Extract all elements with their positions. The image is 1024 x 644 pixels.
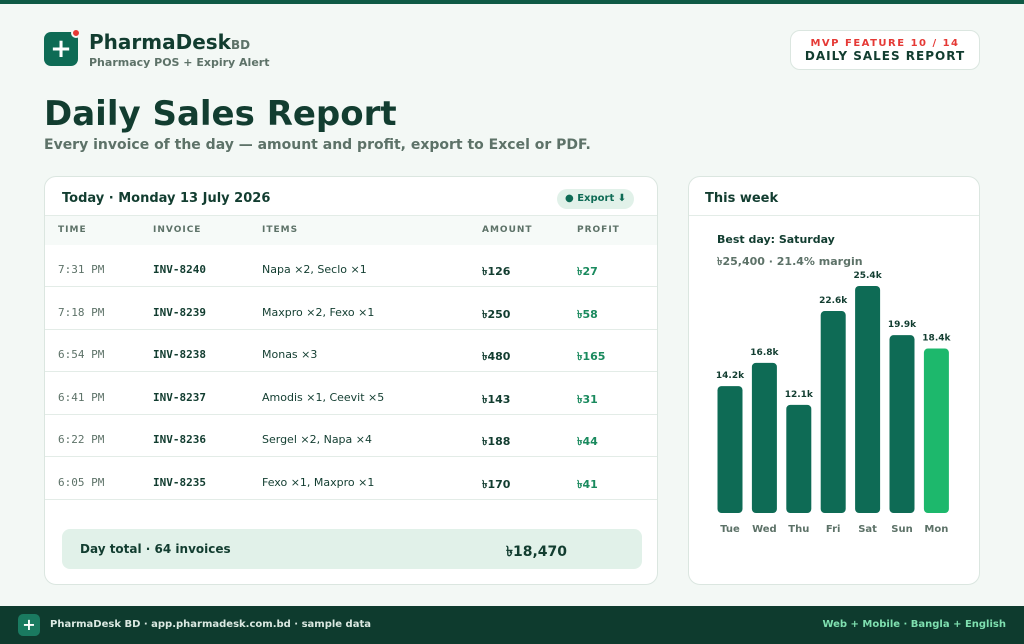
x-tick-label: Thu [788,524,809,535]
column-header: PROFIT [577,225,620,235]
page-subtitle: Every invoice of the day — amount and pr… [44,137,591,153]
time: 6:54 PM [58,348,105,361]
best-day: Best day: Saturday [717,233,835,246]
footer-right: Web + Mobile · Bangla + English [822,619,1006,630]
invoice: INV-8237 [153,390,206,404]
invoice: INV-8239 [153,305,206,319]
bar [889,335,915,513]
bar [855,286,881,513]
sales-heading: Today · Monday 13 July 2026 [62,191,271,206]
row-divider [45,456,657,457]
x-tick-label: Fri [826,524,841,535]
items: Amodis ×1, Ceevit ×5 [262,390,385,404]
bar [786,404,812,513]
time: 6:41 PM [58,390,105,404]
amount: ৳170 [482,477,511,491]
invoice: INV-8240 [153,263,206,276]
badge-kicker: MVP FEATURE 10 / 14 [810,38,960,49]
brand-name: PharmaDesk [89,30,231,54]
invoice: INV-8235 [153,475,206,489]
time: 7:31 PM [58,263,105,276]
total-bar: Day total · 64 invoices ৳18,470 [62,529,642,569]
badge: MVP FEATURE 10 / 14 DAILY SALES REPORT [790,30,980,70]
sales-card: Today · Monday 13 July 2026 ● Export ⬇ D… [44,176,658,585]
row-divider [45,371,657,372]
column-header: AMOUNT [482,225,533,235]
badge-title: DAILY SALES REPORT [804,49,966,63]
export-button[interactable]: ● Export ⬇ [557,189,635,209]
invoice: INV-8238 [153,348,206,361]
amount: ৳480 [482,350,511,363]
amount: ৳126 [482,265,511,278]
items: Sergel ×2, Napa ×4 [262,433,372,446]
footer: + PharmaDesk BD · app.pharmadesk.com.bd … [0,606,1024,644]
total-label: Day total · 64 invoices [80,542,231,556]
time: 7:18 PM [58,305,105,319]
bar [751,362,777,513]
invoice: INV-8236 [153,433,206,446]
logo-dot [71,28,81,38]
row-divider [45,328,657,330]
footer-left: PharmaDesk BD · app.pharmadesk.com.bd · … [50,619,371,630]
best-detail: ৳25,400 · 21.4% margin [717,255,863,268]
logo: + [44,32,78,66]
row-divider [45,413,657,415]
footer-logo: + [18,614,40,636]
week-card: This week Best day: Saturday ৳25,400 · 2… [688,176,980,585]
bar-value-label: 19.9k [888,320,917,330]
row-divider [45,286,657,287]
profit: ৳165 [577,350,606,363]
bar-value-label: 12.1k [785,390,814,400]
week-heading: This week [705,191,779,206]
amount: ৳188 [482,435,511,448]
bar-value-label: 18.4k [922,334,951,344]
bar [717,386,743,513]
table-header [45,215,657,245]
bar [820,311,846,513]
bar-value-label: 22.6k [819,296,848,306]
brand-suffix: BD [230,38,251,52]
items: Fexo ×1, Maxpro ×1 [262,475,375,489]
column-header: ITEMS [262,225,299,235]
divider [689,215,979,216]
top-bar [0,0,1024,4]
profit: ৳31 [577,392,598,406]
x-tick-label: Sun [891,524,912,535]
bar-value-label: 14.2k [716,371,745,381]
column-header: INVOICE [153,225,202,235]
x-tick-label: Wed [752,524,777,535]
column-header: TIME [58,225,87,235]
x-tick-label: Mon [924,524,948,535]
items: Monas ×3 [262,348,318,361]
profit: ৳41 [577,477,598,491]
bar [923,348,949,513]
bar-value-label: 16.8k [750,348,779,358]
bar-value-label: 25.4k [853,271,882,281]
total-value: ৳18,470 [506,544,567,560]
brand: PharmaDeskBD [89,30,250,54]
x-tick-label: Tue [720,524,740,535]
amount: ৳143 [482,392,511,406]
time: 6:05 PM [58,475,105,489]
profit: ৳27 [577,265,598,278]
amount: ৳250 [482,307,511,321]
items: Maxpro ×2, Fexo ×1 [262,305,375,319]
row-divider [45,498,657,500]
time: 6:22 PM [58,433,105,446]
tagline: Pharmacy POS + Expiry Alert [89,56,270,69]
page-title: Daily Sales Report [44,94,397,134]
items: Napa ×2, Seclo ×1 [262,263,367,276]
week-chart: 14.2k Tue 16.8k Wed 12.1k Thu 22.6k Fri 25.4k Sat… [716,271,952,535]
profit: ৳58 [577,307,598,321]
x-tick-label: Sat [858,524,877,535]
profit: ৳44 [577,435,598,448]
